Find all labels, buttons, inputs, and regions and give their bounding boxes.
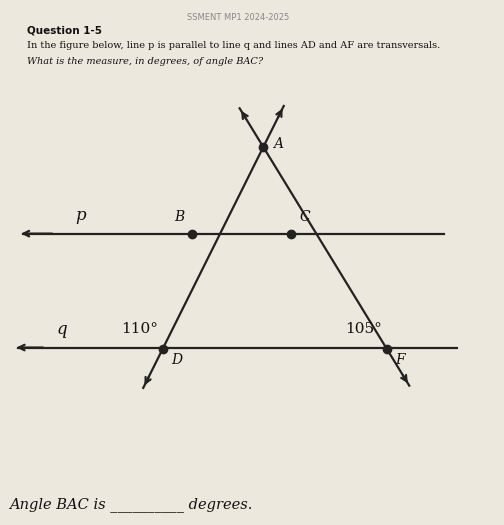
Text: 110°: 110°	[121, 322, 158, 336]
Text: 105°: 105°	[345, 322, 383, 336]
Text: SSMENT MP1 2024-2025: SSMENT MP1 2024-2025	[187, 13, 289, 22]
Text: A: A	[273, 138, 283, 151]
Text: F: F	[395, 353, 405, 368]
Text: Angle BAC is __________ degrees.: Angle BAC is __________ degrees.	[9, 497, 253, 512]
Text: Question 1-5: Question 1-5	[28, 25, 102, 35]
Text: B: B	[174, 210, 184, 224]
Text: D: D	[171, 353, 182, 368]
Text: p: p	[75, 207, 86, 224]
Text: q: q	[56, 321, 67, 338]
Text: C: C	[299, 210, 309, 224]
Text: In the figure below, line p is parallel to line q and lines AD and AF are transv: In the figure below, line p is parallel …	[28, 41, 440, 50]
Text: What is the measure, in degrees, of angle BAC?: What is the measure, in degrees, of angl…	[28, 57, 264, 66]
